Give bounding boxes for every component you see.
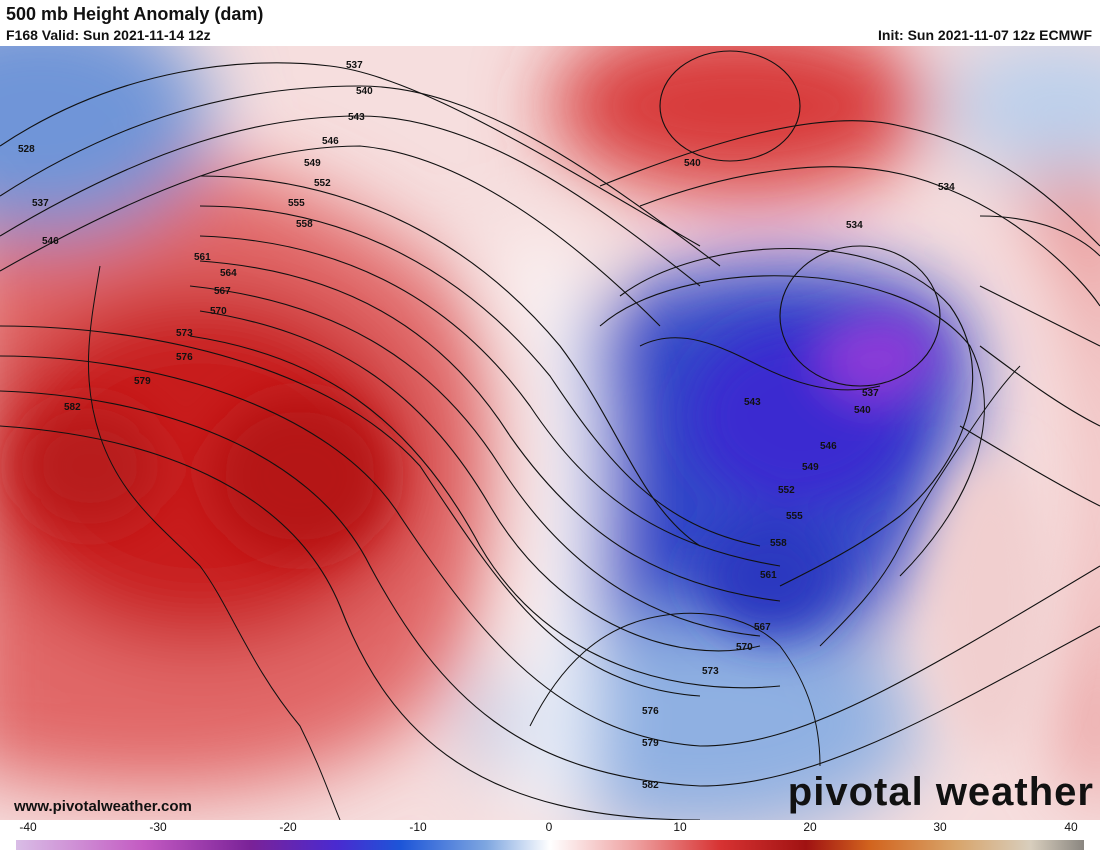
contour-label: 570 — [736, 642, 753, 653]
map-title: 500 mb Height Anomaly (dam) — [6, 4, 264, 24]
contour-line — [199, 260, 781, 602]
contour-label: 546 — [322, 136, 339, 147]
colorbar-tick: -40 — [19, 820, 37, 834]
contour-label: 534 — [938, 182, 955, 193]
contour-label: 567 — [754, 622, 771, 633]
valid-time: F168 Valid: Sun 2021-11-14 12z — [6, 27, 211, 43]
contour-line — [599, 275, 985, 577]
contour-line — [0, 145, 661, 327]
colorbar-gradient — [16, 840, 1084, 850]
contour-line — [199, 175, 701, 547]
contour-label: 582 — [642, 780, 659, 791]
contour-label: 573 — [702, 666, 719, 677]
ridge-north — [550, 46, 930, 196]
map-header: 500 mb Height Anomaly (dam) F168 Valid: … — [0, 0, 1100, 46]
coastline-east — [819, 365, 1021, 647]
contour-label: 543 — [348, 112, 365, 123]
contour-label: 579 — [134, 376, 151, 387]
contour-label: 567 — [214, 286, 231, 297]
contour-label: 549 — [802, 462, 819, 473]
trough-northwest — [0, 46, 210, 236]
contour-label: 534 — [846, 220, 863, 231]
contour-line — [0, 355, 1100, 747]
height-contours — [0, 50, 1100, 820]
colorbar-ticks: -40 -30 -20 -10 0 10 20 30 40 — [0, 820, 1100, 836]
contour-line — [199, 310, 761, 652]
colorbar — [16, 837, 1084, 850]
contour-closed — [659, 50, 801, 162]
ridge-east — [1000, 152, 1100, 800]
contour-label: 540 — [356, 86, 373, 97]
contour-label: 576 — [176, 352, 193, 363]
contour-label: 540 — [684, 158, 701, 169]
ridge-core — [0, 286, 420, 646]
trough-southeast — [700, 516, 840, 636]
contour-label: 537 — [346, 60, 363, 71]
coastline-west — [87, 265, 341, 820]
brand-logo: pivotal weather — [787, 770, 1094, 814]
coastline-gulf — [529, 612, 821, 767]
anomaly-map: 528 537 546 537 540 543 546 549 552 555 … — [0, 46, 1100, 820]
contour-line — [0, 85, 721, 267]
colorbar-tick: 10 — [673, 820, 687, 834]
contour-label: 549 — [304, 158, 321, 169]
contour-line — [979, 285, 1100, 347]
contour-line — [0, 62, 701, 247]
contour-label: 573 — [176, 328, 193, 339]
contour-label: 570 — [210, 306, 227, 317]
contour-line — [189, 335, 781, 689]
contour-line — [199, 235, 781, 567]
contour-line — [199, 205, 761, 547]
contour-label: 561 — [194, 252, 211, 263]
contour-label: 582 — [64, 402, 81, 413]
trough-gulf — [480, 616, 920, 820]
contour-label: 576 — [642, 706, 659, 717]
colorbar-tick: -10 — [409, 820, 427, 834]
colorbar-tick: 30 — [933, 820, 947, 834]
contour-label: 558 — [296, 219, 313, 230]
contour-label: 561 — [760, 570, 777, 581]
trough-northeast — [940, 46, 1100, 176]
contour-label: 555 — [288, 198, 305, 209]
trough-purple — [820, 311, 940, 401]
contour-closed — [779, 245, 941, 387]
neutral-band — [500, 246, 594, 820]
contour-line — [0, 115, 701, 287]
contour-label: 537 — [32, 198, 49, 209]
contour-labels: 528 537 546 537 540 543 546 549 552 555 … — [18, 60, 955, 791]
contour-label: 555 — [786, 511, 803, 522]
contour-label: 552 — [778, 485, 795, 496]
colorbar-tick: 0 — [545, 820, 553, 834]
ridge-deep — [210, 396, 390, 556]
contour-label: 564 — [220, 268, 237, 279]
contour-label: 558 — [770, 538, 787, 549]
colorbar-tick: 40 — [1064, 820, 1078, 834]
contour-label: 546 — [42, 236, 59, 247]
contour-label: 528 — [18, 144, 35, 155]
coastlines — [87, 265, 1021, 820]
contour-label: 543 — [744, 397, 761, 408]
colorbar-tick: -20 — [279, 820, 297, 834]
contour-line — [189, 285, 761, 637]
great-lakes — [639, 337, 881, 391]
ridge-deep-2 — [20, 406, 160, 526]
contour-line — [979, 345, 1100, 427]
contour-line — [0, 425, 701, 820]
contour-line — [979, 215, 1100, 257]
contour-line — [959, 425, 1100, 507]
website-url[interactable]: www.pivotalweather.com — [14, 798, 192, 815]
contour-line — [639, 166, 1100, 307]
pale-atlantic — [930, 456, 1050, 756]
contour-label: 552 — [314, 178, 331, 189]
colorbar-tick: -30 — [149, 820, 167, 834]
contour-label: 537 — [862, 388, 879, 399]
contour-label: 546 — [820, 441, 837, 452]
contour-line — [619, 247, 974, 587]
contour-label: 540 — [854, 405, 871, 416]
init-time: Init: Sun 2021-11-07 12z ECMWF — [878, 27, 1092, 43]
contour-line — [0, 390, 1100, 787]
contour-label: 579 — [642, 738, 659, 749]
colorbar-tick: 20 — [803, 820, 817, 834]
contour-line — [0, 325, 701, 697]
